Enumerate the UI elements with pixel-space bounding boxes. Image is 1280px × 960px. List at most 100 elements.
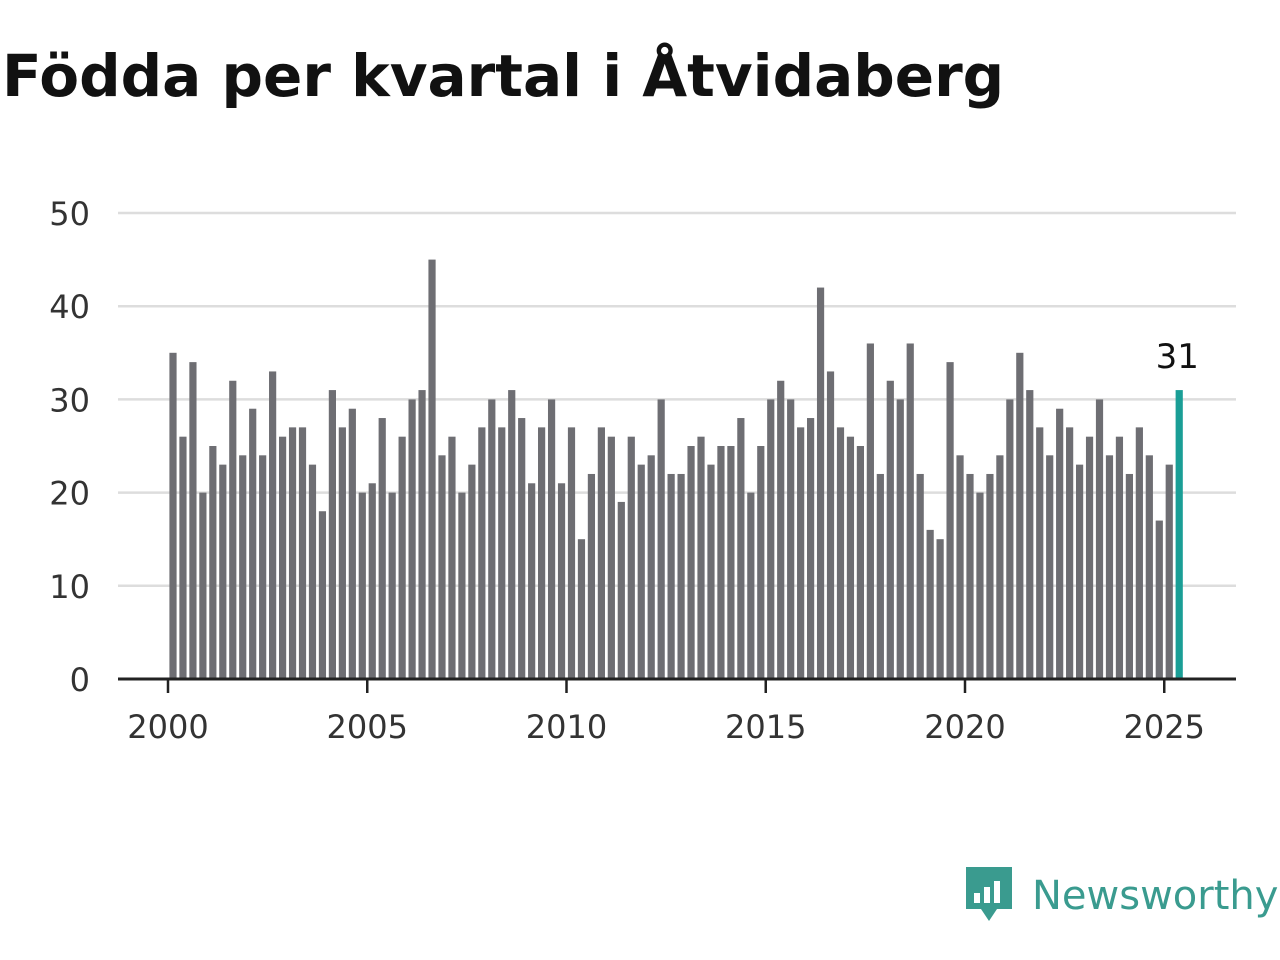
bar bbox=[328, 390, 336, 679]
bar bbox=[587, 473, 596, 679]
bar bbox=[269, 371, 277, 679]
bar bbox=[478, 427, 486, 679]
bar bbox=[577, 539, 586, 679]
y-tick-label: 20 bbox=[49, 475, 90, 513]
bar bbox=[518, 418, 526, 679]
bar bbox=[896, 399, 904, 679]
bar bbox=[199, 492, 207, 679]
bar bbox=[229, 380, 237, 679]
x-tick-label: 2000 bbox=[127, 708, 208, 746]
bar bbox=[747, 492, 755, 679]
bar bbox=[458, 492, 466, 679]
x-tick-label: 2005 bbox=[327, 708, 408, 746]
bar bbox=[388, 492, 396, 679]
bar bbox=[1165, 464, 1173, 679]
bar bbox=[1006, 399, 1014, 679]
bar bbox=[846, 436, 855, 679]
bar bbox=[547, 399, 556, 679]
bar bbox=[438, 455, 446, 679]
bar bbox=[368, 483, 376, 679]
bar bbox=[1056, 408, 1064, 679]
bar bbox=[826, 371, 835, 679]
annotations: 31 bbox=[1156, 337, 1199, 377]
bar bbox=[906, 343, 914, 679]
y-axis-labels: 0 10 20 30 40 50 bbox=[49, 195, 90, 699]
bar bbox=[617, 501, 625, 679]
y-tick-label: 10 bbox=[49, 568, 90, 606]
bar bbox=[717, 446, 725, 679]
bar bbox=[1135, 427, 1143, 679]
bar bbox=[647, 455, 655, 679]
bar bbox=[777, 380, 785, 679]
bar bbox=[807, 418, 815, 679]
bar bbox=[637, 464, 645, 679]
bar bbox=[1036, 427, 1044, 679]
chart-title: Födda per kvartal i Åtvidaberg bbox=[2, 42, 1005, 110]
brand-name: Newsworthy bbox=[1032, 873, 1279, 919]
bar bbox=[627, 436, 635, 679]
bar bbox=[448, 436, 456, 679]
bar bbox=[926, 529, 934, 679]
bar bbox=[866, 343, 874, 679]
bar bbox=[189, 362, 197, 679]
bar bbox=[936, 539, 944, 679]
bar bbox=[298, 427, 307, 679]
bar bbox=[707, 464, 715, 679]
bar bbox=[179, 436, 187, 679]
bar bbox=[1016, 352, 1024, 679]
bar bbox=[488, 399, 496, 679]
bar bbox=[528, 483, 536, 679]
bar bbox=[1085, 436, 1094, 679]
bar bbox=[1145, 455, 1153, 679]
x-axis: 2000 2005 2010 2015 2020 2025 bbox=[118, 677, 1236, 746]
bar bbox=[816, 287, 825, 679]
bar bbox=[1066, 427, 1074, 679]
y-tick-label: 50 bbox=[49, 195, 90, 233]
bar bbox=[607, 436, 615, 679]
bar bbox=[886, 380, 894, 679]
bar bbox=[976, 492, 984, 679]
bar bbox=[358, 492, 366, 679]
x-tick-label: 2020 bbox=[924, 708, 1005, 746]
bar bbox=[348, 408, 356, 679]
y-tick-label: 0 bbox=[70, 661, 90, 699]
bar bbox=[1026, 390, 1034, 679]
bar bbox=[657, 399, 665, 679]
y-tick-label: 30 bbox=[49, 381, 90, 419]
bar bbox=[797, 427, 805, 679]
bar bbox=[249, 408, 257, 679]
newsworthy-brand: Newsworthy bbox=[964, 864, 1278, 928]
bar bbox=[408, 399, 416, 679]
bar bbox=[1095, 399, 1104, 679]
bar bbox=[687, 446, 695, 679]
bar bbox=[169, 352, 177, 679]
bar bbox=[288, 427, 297, 679]
x-tick-label: 2015 bbox=[725, 708, 806, 746]
bar bbox=[1115, 436, 1124, 679]
bar bbox=[836, 427, 845, 679]
latest-value-label: 31 bbox=[1156, 337, 1199, 377]
bar bbox=[239, 455, 247, 679]
bar bbox=[787, 399, 795, 679]
bar bbox=[727, 446, 735, 679]
bar bbox=[966, 473, 974, 679]
bar bbox=[278, 436, 287, 679]
bars bbox=[169, 259, 1183, 679]
bar bbox=[468, 464, 476, 679]
bar bbox=[1105, 455, 1114, 679]
bar bbox=[398, 436, 406, 679]
bar bbox=[916, 473, 924, 679]
bar bbox=[737, 418, 745, 679]
bar bbox=[996, 455, 1004, 679]
bar bbox=[209, 446, 217, 679]
bar bbox=[567, 427, 576, 679]
bar bbox=[956, 455, 964, 679]
x-tick-label: 2025 bbox=[1124, 708, 1205, 746]
bar bbox=[697, 436, 705, 679]
bar bbox=[338, 427, 346, 679]
x-tick-label: 2010 bbox=[526, 708, 607, 746]
bar bbox=[1075, 464, 1084, 679]
bar bbox=[538, 427, 546, 679]
bar bbox=[219, 464, 227, 679]
